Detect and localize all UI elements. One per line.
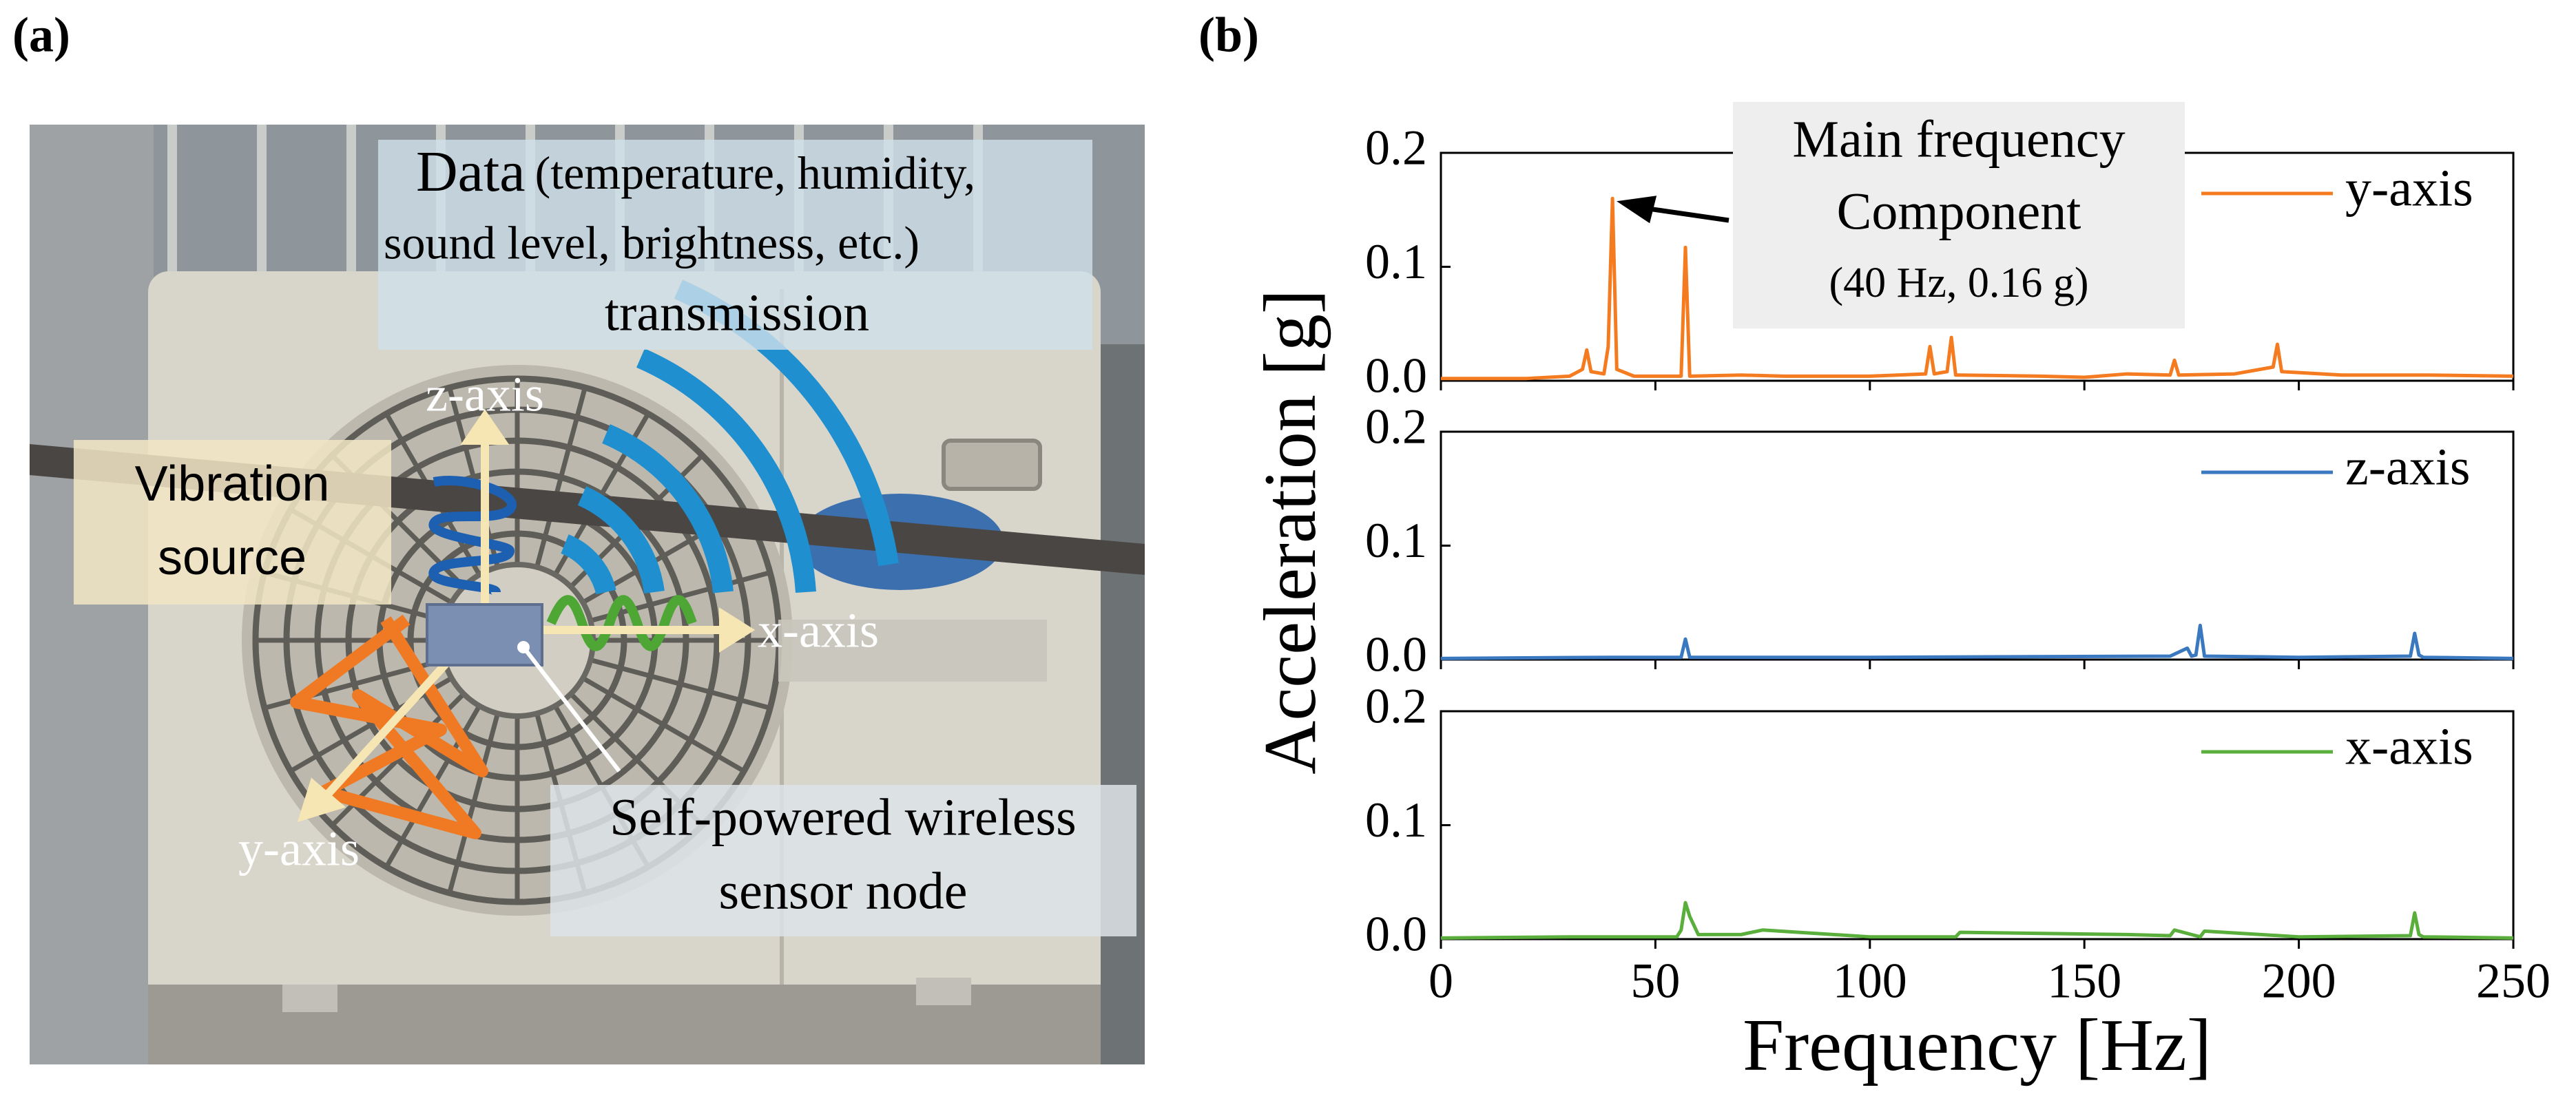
x-tick-label: 250 — [2476, 954, 2551, 1009]
x-tick-label: 100 — [1833, 954, 1907, 1009]
axis-name: x-axis — [758, 603, 879, 658]
fan-spoke — [581, 675, 745, 774]
photo-label: Vibration — [135, 456, 330, 512]
panel-label: (a) — [12, 8, 70, 63]
fan-spoke — [534, 387, 588, 568]
x-tick-label: 200 — [2262, 954, 2336, 1009]
panel-label: (b) — [1198, 8, 1259, 63]
fan-spoke — [447, 713, 500, 894]
photo-label: sound level, brightness, etc.) — [384, 217, 920, 269]
photo-label: Data — [416, 140, 526, 204]
y-tick-label: 0.2 — [1365, 679, 1427, 734]
photo: Data (temperature, humidity, sound level,… — [30, 125, 1145, 1064]
legend-label: y-axis — [2345, 159, 2473, 217]
y-tick-label: 0.2 — [1365, 399, 1427, 454]
photo-label: transmission — [605, 284, 869, 341]
fan-spoke — [590, 658, 771, 711]
annotation-text: Component — [1837, 182, 2081, 240]
fan-spoke — [289, 675, 453, 774]
annotation-arrow — [1643, 205, 1730, 223]
legend-label: z-axis — [2345, 438, 2470, 496]
photo-label: source — [158, 530, 307, 585]
photo-label: Self-powered wireless — [610, 788, 1076, 846]
x-tick-label: 0 — [1429, 954, 1453, 1009]
annotation-box — [1733, 102, 2185, 328]
y-tick-label: 0.2 — [1365, 120, 1427, 176]
photo-label: sensor node — [719, 862, 968, 920]
fan-spoke — [447, 387, 500, 568]
y-tick-label: 0.0 — [1365, 907, 1427, 962]
annotation-text: (40 Hz, 0.16 g) — [1829, 260, 2088, 306]
y-axis-label: Acceleration [g] — [1249, 289, 1331, 775]
spectrum-line — [1441, 196, 2514, 381]
spectrum-line — [1440, 901, 2514, 940]
photo-label: Data (temperature, humidity, — [416, 140, 975, 204]
photo-label: (temperature, humidity, — [535, 147, 976, 199]
x-tick-label: 50 — [1630, 954, 1680, 1009]
y-tick-label: 0.1 — [1365, 234, 1427, 289]
annotation-arrowhead — [1617, 196, 1657, 224]
annotation-text: Main frequency — [1792, 110, 2125, 168]
spectrum-line — [1440, 623, 2514, 660]
axis-name: z-axis — [426, 367, 544, 422]
y-tick-label: 0.0 — [1365, 627, 1427, 682]
axis-name: y-axis — [238, 821, 360, 876]
x-axis-label: Frequency [Hz] — [1743, 1005, 2212, 1086]
y-tick-label: 0.1 — [1365, 513, 1427, 568]
y-tick-label: 0.0 — [1365, 348, 1427, 403]
y-tick-label: 0.1 — [1365, 792, 1427, 848]
legend-label: x-axis — [2345, 717, 2473, 775]
x-tick-label: 150 — [2047, 954, 2121, 1009]
